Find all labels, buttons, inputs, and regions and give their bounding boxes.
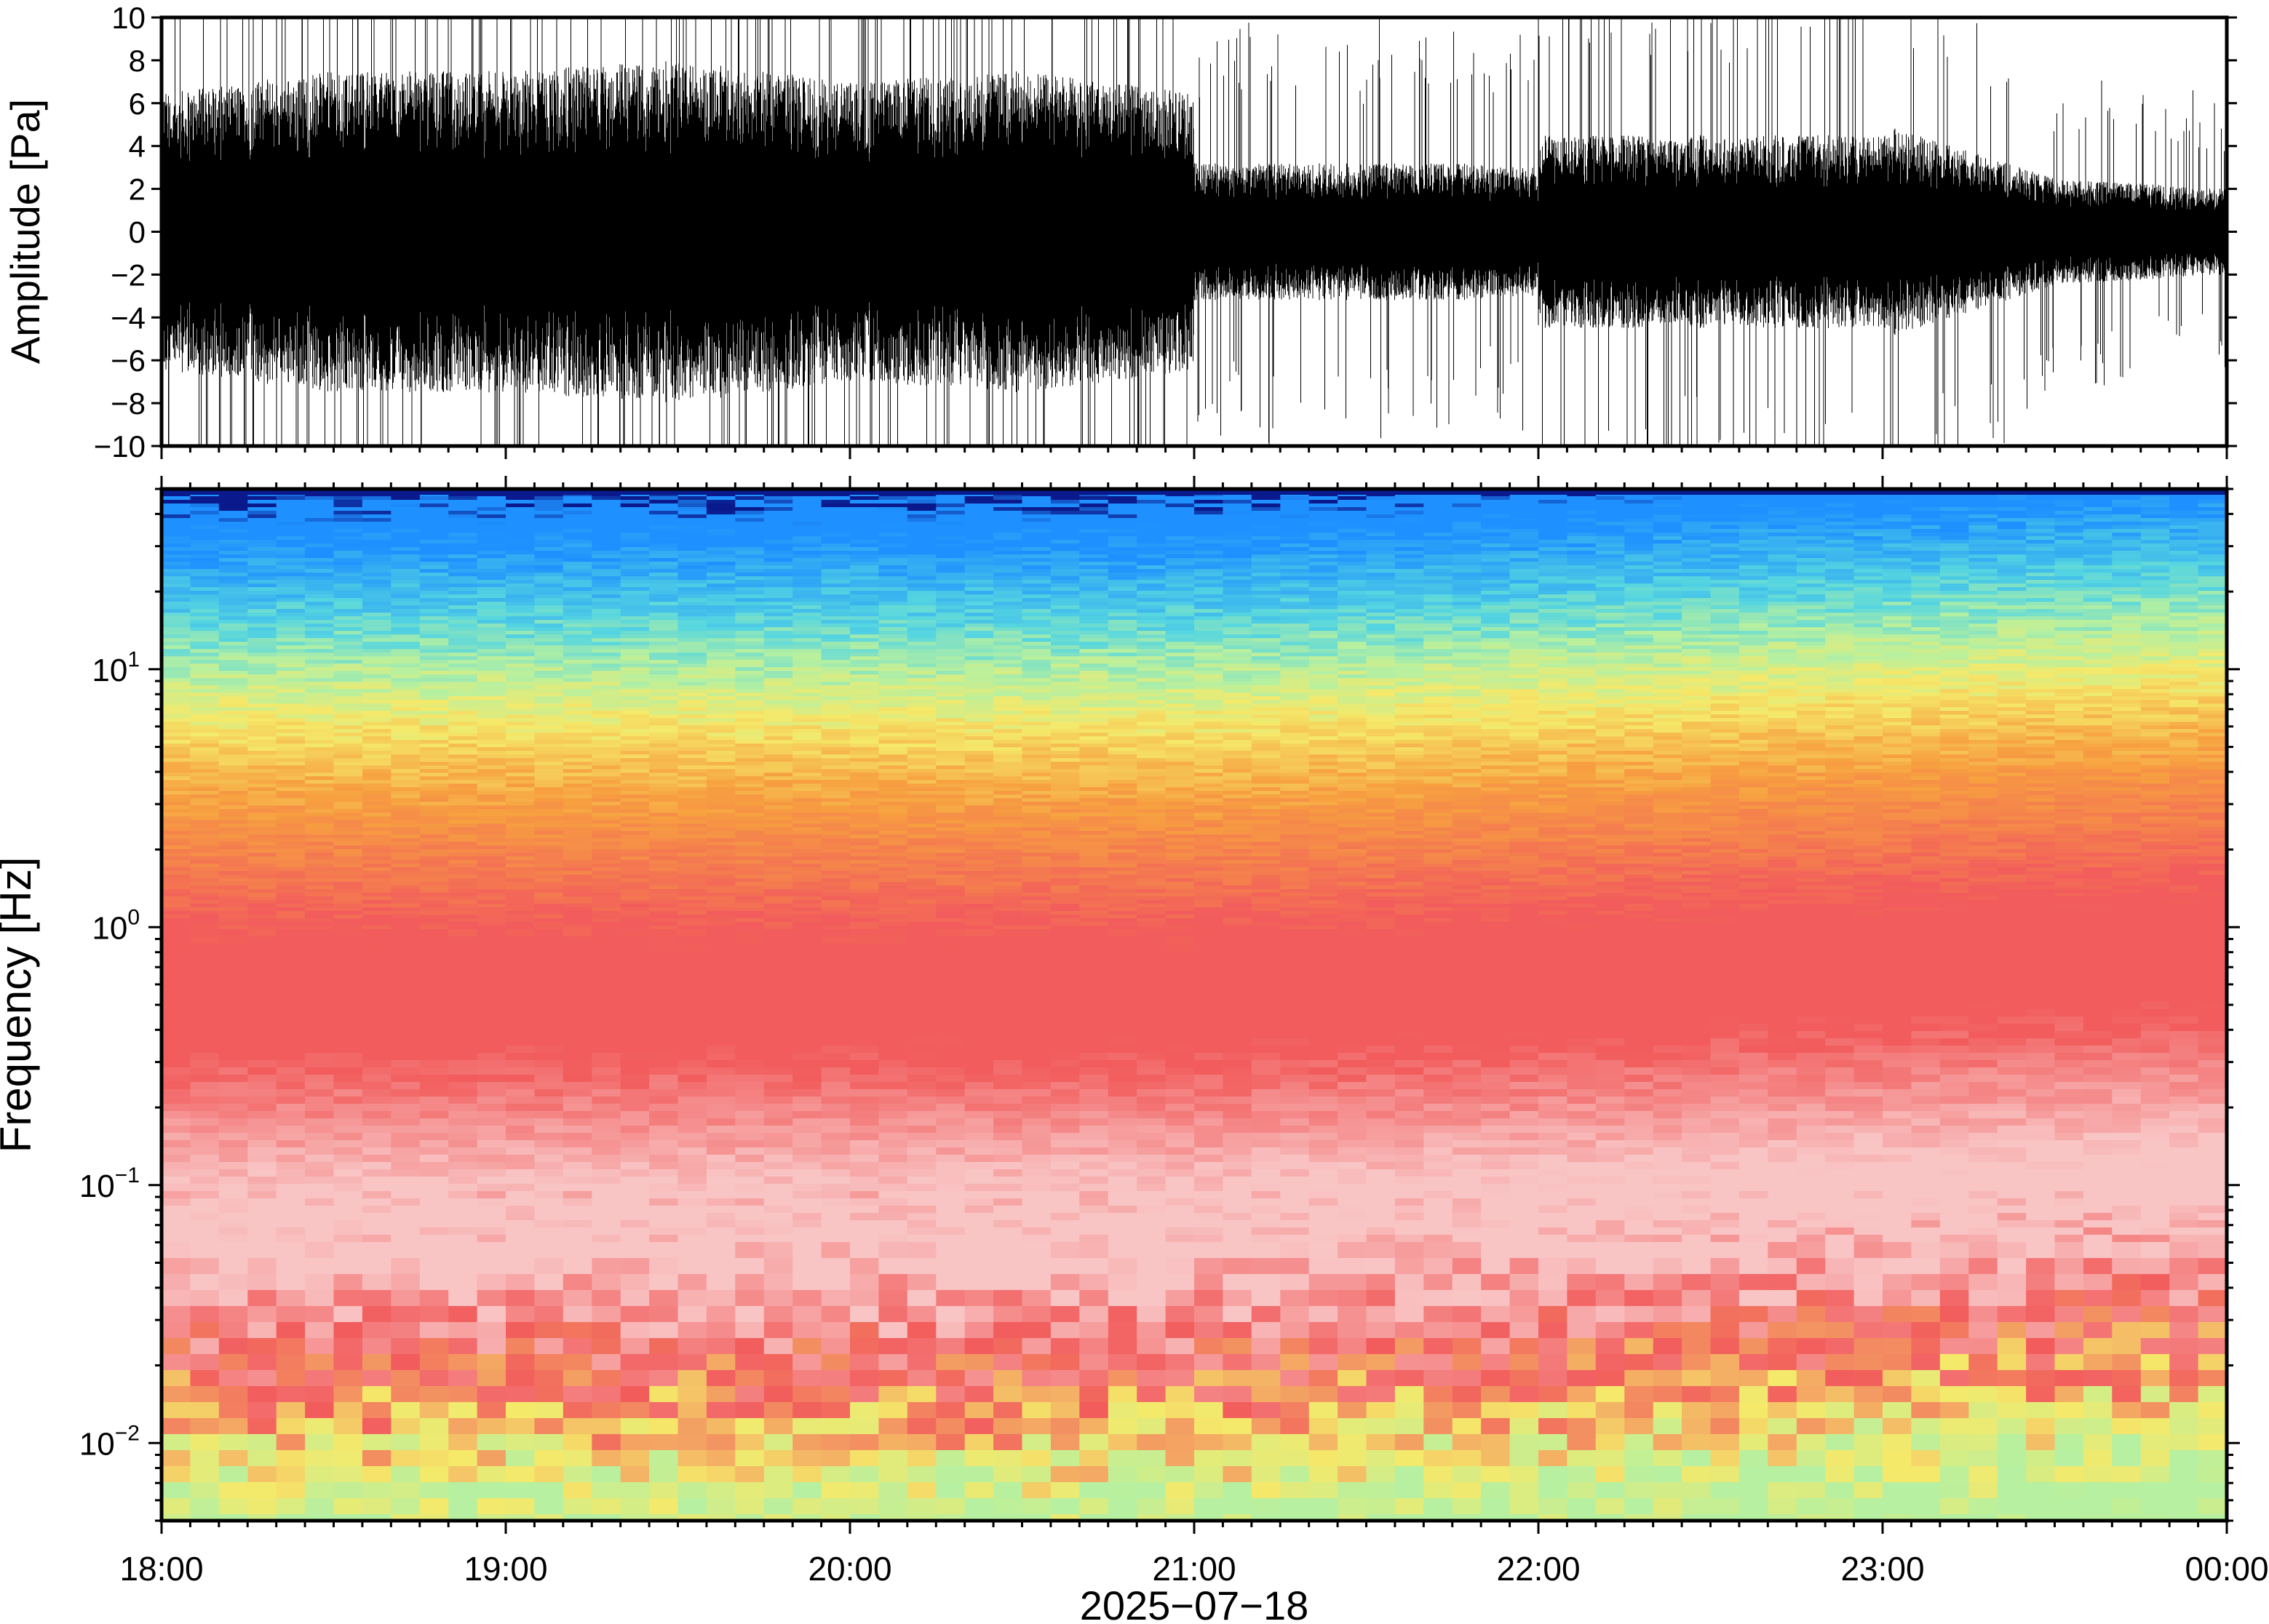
spectrogram-top-edge bbox=[162, 489, 2227, 495]
time-tick-label: 22:00 bbox=[1496, 1550, 1580, 1588]
frequency-y-label: Frequency [Hz] bbox=[0, 857, 40, 1153]
time-tick-label: 00:00 bbox=[2185, 1550, 2268, 1588]
date-x-label: 2025−07−18 bbox=[1080, 1583, 1309, 1624]
amplitude-y-ticks: 10 8 6 4 2 0 −2 −4 −6 −8 −10 bbox=[94, 1, 2237, 463]
amplitude-y-label: Amplitude [Pa] bbox=[2, 99, 48, 364]
waveform-series bbox=[162, 17, 2227, 446]
frequency-tick-label: 10−2 bbox=[79, 1421, 140, 1462]
amplitude-tick-label: −10 bbox=[94, 429, 146, 463]
amplitude-tick-label: 8 bbox=[129, 44, 146, 78]
time-tick-label: 23:00 bbox=[1840, 1550, 1924, 1588]
amplitude-tick-label: −4 bbox=[111, 300, 146, 335]
time-tick-label: 19:00 bbox=[464, 1550, 547, 1588]
time-x-ticks: 18:00 19:00 20:00 21:00 22:00 23:00 00:00 bbox=[119, 476, 2269, 1588]
amplitude-tick-label: −6 bbox=[111, 343, 146, 378]
frequency-tick-label: 10−1 bbox=[79, 1163, 140, 1204]
amplitude-tick-label: 2 bbox=[129, 172, 146, 207]
frequency-tick-label: 100 bbox=[92, 905, 140, 946]
amplitude-x-ticks bbox=[160, 446, 2228, 459]
frequency-y-ticks: 10−2 10−1 100 101 bbox=[79, 487, 2240, 1522]
amplitude-tick-label: 4 bbox=[129, 130, 146, 164]
amplitude-panel: 10 8 6 4 2 0 −2 −4 −6 −8 −10 Amplitude [Pa] bbox=[2, 1, 2237, 463]
amplitude-tick-label: −2 bbox=[111, 258, 146, 292]
amplitude-tick-label: 10 bbox=[111, 1, 146, 35]
waveform-trace bbox=[162, 17, 2227, 446]
time-tick-label: 20:00 bbox=[808, 1550, 891, 1588]
spectrogram-panel: 10−2 10−1 100 101 18:00 19:00 20:00 21:00 22:00… bbox=[0, 476, 2269, 1624]
spectrogram-heatmap bbox=[162, 489, 2227, 1521]
amplitude-tick-label: 6 bbox=[129, 87, 146, 121]
amplitude-tick-label: −8 bbox=[111, 386, 146, 421]
frequency-tick-label: 101 bbox=[92, 648, 140, 688]
time-tick-label: 21:00 bbox=[1152, 1550, 1236, 1588]
amplitude-tick-label: 0 bbox=[129, 215, 146, 250]
time-tick-label: 18:00 bbox=[119, 1550, 203, 1588]
